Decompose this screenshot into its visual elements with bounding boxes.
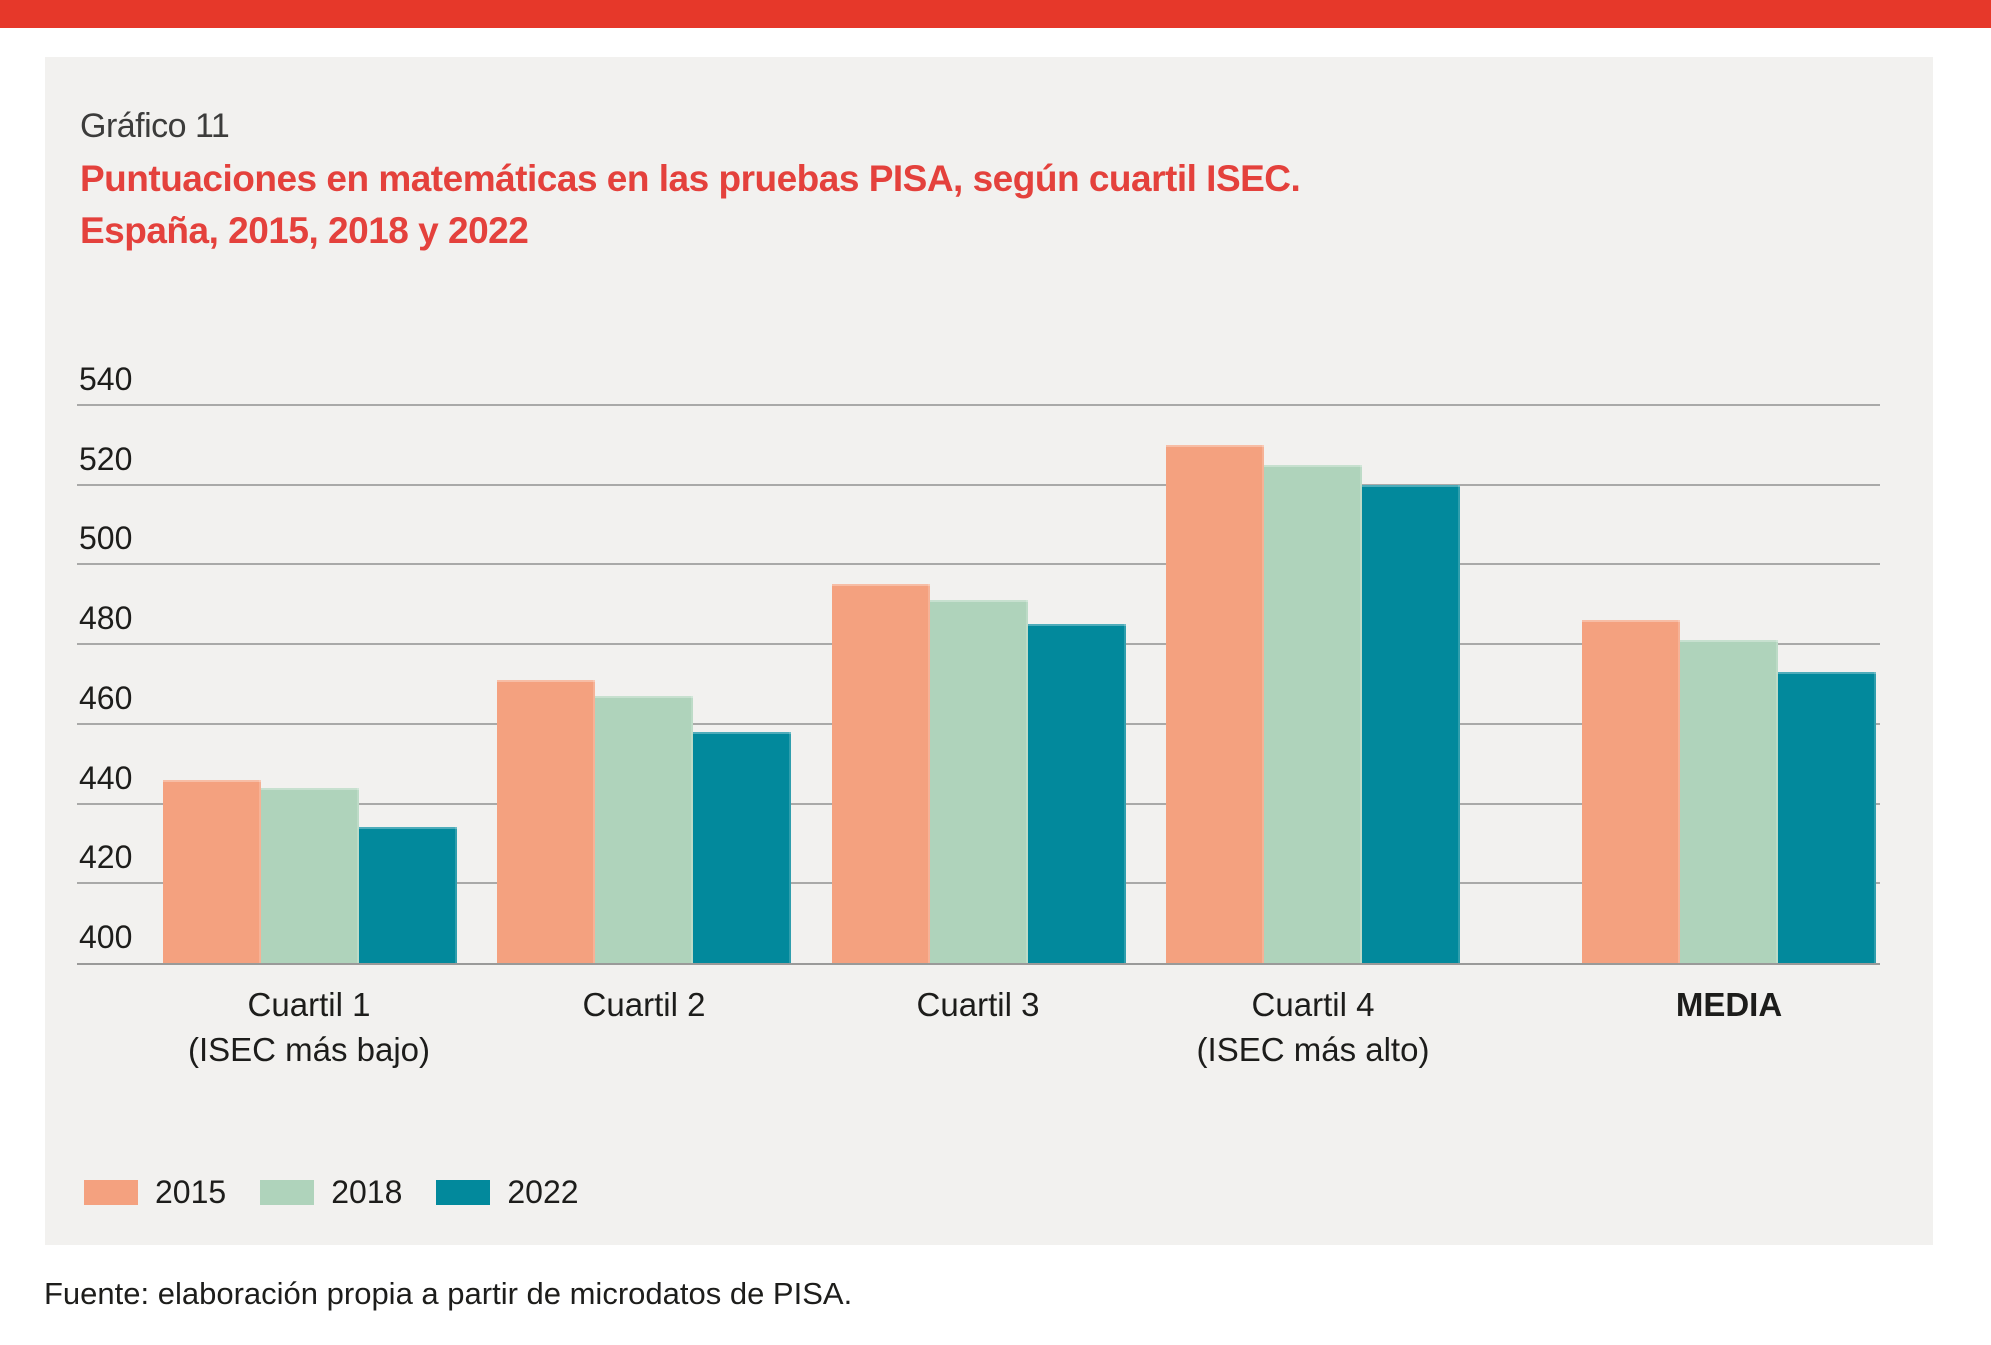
chart-title-line1: Puntuaciones en matemáticas en las prueb…	[80, 158, 1301, 199]
bar-cuartil-4-2022	[1362, 485, 1460, 963]
bar-cuartil-3-2018	[930, 600, 1028, 963]
bar-media-2018	[1680, 640, 1778, 963]
bar-cuartil-2-2015	[497, 680, 595, 963]
chart-title-line2: España, 2015, 2018 y 2022	[80, 210, 529, 251]
category-label-main: Cuartil 2	[582, 986, 706, 1023]
category-label-main: Cuartil 4	[1251, 986, 1375, 1023]
category-label-media: MEDIA	[1509, 982, 1949, 1027]
category-label-cuartil-4: Cuartil 4 (ISEC más alto)	[1093, 982, 1533, 1072]
category-label-sub: (ISEC más bajo)	[187, 1031, 431, 1068]
bar-cuartil-3-2015	[832, 584, 930, 963]
legend-swatch-2018	[260, 1180, 315, 1205]
legend-swatch-2015	[84, 1180, 138, 1205]
gridline-540	[77, 404, 1880, 406]
ytick-label-480: 480	[79, 600, 133, 637]
bar-cuartil-2-2022	[693, 732, 791, 963]
bar-media-2015	[1582, 620, 1680, 963]
gridline-520	[77, 483, 1880, 486]
ytick-label-420: 420	[79, 839, 133, 876]
bar-chart-plot-area: 400 420 440 460 480 500 520 540	[77, 363, 1880, 965]
top-accent-bar	[0, 0, 1991, 28]
ytick-label-440: 440	[79, 759, 133, 796]
ytick-label-540: 540	[79, 361, 133, 397]
bar-cuartil-3-2022	[1028, 624, 1126, 963]
legend-swatch-2022	[436, 1180, 491, 1205]
chart-title: Puntuaciones en matemáticas en las prueb…	[80, 153, 1301, 257]
chart-kicker: Gráfico 11	[80, 107, 230, 145]
legend-label-2022: 2022	[507, 1174, 579, 1210]
category-label-main: Cuartil 1	[247, 986, 371, 1023]
legend-label-2018: 2018	[331, 1174, 403, 1210]
bar-cuartil-4-2018	[1264, 465, 1362, 963]
bar-cuartil-1-2022	[359, 827, 457, 963]
category-label-cuartil-1: Cuartil 1 (ISEC más bajo)	[89, 982, 529, 1072]
legend-item-2015: 2015	[84, 1174, 226, 1211]
ytick-label-520: 520	[79, 440, 133, 477]
chart-panel: Gráfico 11 Puntuaciones en matemáticas e…	[45, 57, 1933, 1245]
ytick-label-460: 460	[79, 679, 133, 716]
legend-item-2022: 2022	[436, 1174, 579, 1211]
x-axis-labels: Cuartil 1 (ISEC más bajo) Cuartil 2 Cuartil…	[77, 982, 1880, 1092]
gridline-500	[77, 563, 1880, 566]
category-label-sub: (ISEC más alto)	[1196, 1031, 1430, 1068]
bar-media-2022	[1778, 672, 1876, 963]
bar-cuartil-1-2018	[261, 788, 359, 963]
x-axis-line	[77, 963, 1880, 965]
category-label-main: MEDIA	[1675, 986, 1783, 1023]
ytick-label-500: 500	[79, 520, 133, 557]
chart-legend: 2015 2018 2022	[84, 1174, 613, 1211]
category-label-cuartil-3: Cuartil 3	[758, 982, 1198, 1027]
legend-label-2015: 2015	[155, 1174, 227, 1210]
legend-item-2018: 2018	[260, 1174, 402, 1211]
bar-cuartil-1-2015	[163, 780, 261, 963]
source-note: Fuente: elaboración propia a partir de m…	[44, 1276, 853, 1311]
bar-cuartil-2-2018	[595, 696, 693, 963]
ytick-label-400: 400	[79, 919, 133, 955]
category-label-main: Cuartil 3	[916, 986, 1040, 1023]
bar-cuartil-4-2015	[1166, 445, 1264, 963]
category-label-cuartil-2: Cuartil 2	[424, 982, 864, 1027]
